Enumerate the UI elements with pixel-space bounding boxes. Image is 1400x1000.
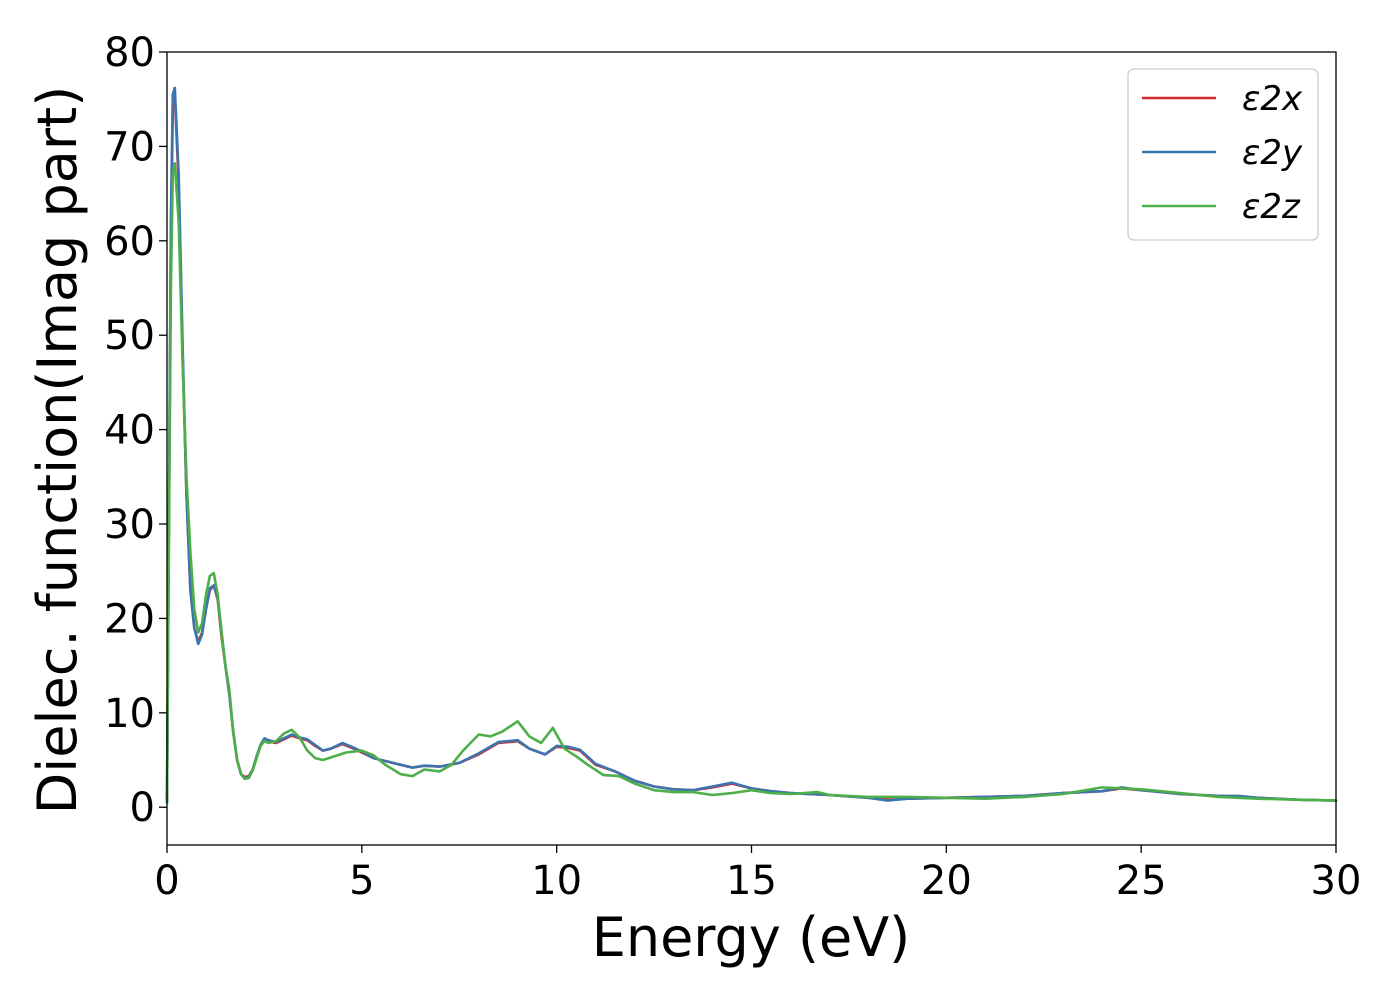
y-tick-label: 70 — [104, 124, 155, 170]
legend-items: ε2x ε2y ε2z — [1142, 79, 1303, 227]
x-tick-label: 20 — [921, 858, 972, 904]
y-axis-label: Dielec. function(Imag part) — [26, 86, 89, 815]
y-tick-label: 40 — [104, 408, 155, 454]
y-tick-label: 0 — [130, 785, 155, 831]
x-axis-label: Energy (eV) — [592, 906, 911, 969]
legend-label-1: ε2x — [1242, 79, 1303, 119]
series-layer — [165, 86, 1338, 804]
x-tick-label: 0 — [154, 858, 179, 904]
x-axis-ticks: 0 5 10 15 20 25 30 — [154, 845, 1361, 904]
y-tick-label: 60 — [104, 219, 155, 265]
y-tick-label: 20 — [104, 596, 155, 642]
legend-label-2: ε2y — [1242, 133, 1303, 173]
x-tick-label: 10 — [531, 858, 582, 904]
x-tick-label: 25 — [1116, 858, 1167, 904]
y-tick-label: 50 — [104, 313, 155, 359]
y-axis-ticks: 0 10 20 30 40 50 60 70 80 — [104, 30, 167, 831]
y-tick-label: 10 — [104, 691, 155, 737]
x-tick-label: 30 — [1311, 858, 1362, 904]
y-tick-label: 30 — [104, 502, 155, 548]
series-line-2 — [165, 86, 1338, 804]
legend-label-3: ε2z — [1242, 187, 1301, 227]
series-line-3 — [165, 162, 1338, 804]
x-tick-label: 5 — [349, 858, 374, 904]
legend: ε2x ε2y ε2z — [1127, 68, 1319, 241]
legend-box — [1127, 68, 1319, 241]
x-tick-label: 15 — [726, 858, 777, 904]
y-tick-label: 80 — [104, 30, 155, 76]
